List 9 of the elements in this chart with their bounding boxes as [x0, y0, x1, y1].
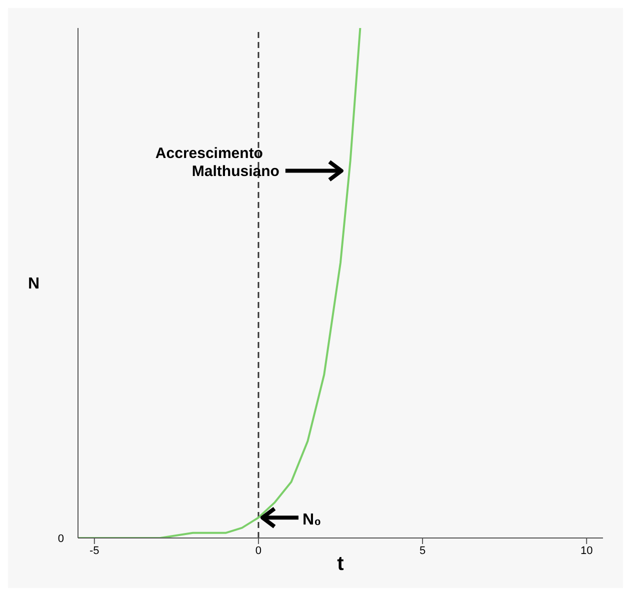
text: 0 — [58, 533, 64, 545]
annotation: Accrescimento Malthusiano — [155, 144, 280, 180]
y-axis-title: N — [28, 276, 40, 293]
x-tick-label: 0 — [255, 544, 262, 557]
x-tick-label: 10 — [580, 544, 593, 557]
annotation: N₀ — [302, 512, 322, 529]
x-tick-label: 5 — [419, 544, 426, 557]
x-axis-title: t — [337, 553, 344, 575]
x-tick-label: -5 — [90, 544, 100, 557]
